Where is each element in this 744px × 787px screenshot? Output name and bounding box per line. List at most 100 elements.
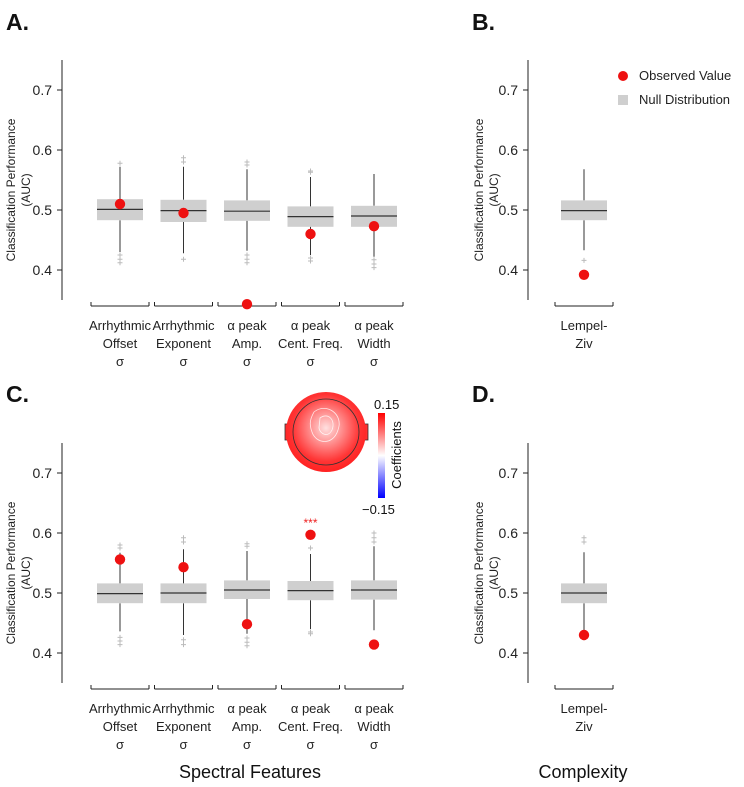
y-tick-label: 0.4 [499,262,519,278]
observed-value-point [241,299,253,310]
outlier-point [371,539,377,545]
legend-null-label: Null Distribution [639,92,730,107]
y-axis-label: Classification Performance [472,501,486,644]
outlier-point [581,535,587,541]
outlier-point [181,159,186,165]
y-axis-label-unit: (AUC) [487,173,501,206]
y-tick-label: 0.7 [499,82,519,98]
category-label: σ [179,354,187,369]
category-label: σ [370,354,378,369]
panel-b-label: B. [472,9,495,35]
category-label: Cent. Freq. [278,719,343,734]
y-axis-label-unit: (AUC) [487,556,501,589]
topomap-head-outline [292,398,360,466]
y-axis-label-unit: (AUC) [19,556,33,589]
outlier-point [308,168,313,174]
y-axis-label-unit: (AUC) [19,173,33,206]
category-label: Arrhythmic [152,318,215,333]
significance-marker: *** [303,516,317,530]
category-label: σ [243,354,251,369]
topomap-contour [309,407,340,442]
y-tick-label: 0.6 [33,142,53,158]
category-label: σ [116,354,124,369]
category-label: Exponent [156,719,211,734]
observed-value-point [178,207,189,219]
outlier-point [308,258,313,264]
y-tick-label: 0.6 [499,142,519,158]
category-label: Offset [103,336,138,351]
panel-d-label: D. [472,381,495,407]
outlier-point [181,539,186,545]
colorbar [378,413,385,498]
category-label: Width [357,719,390,734]
group-label-complexity: Complexity [538,762,627,782]
y-tick-label: 0.4 [33,262,53,278]
observed-value-point [305,529,316,540]
category-label: α peak [354,701,394,716]
y-tick-label: 0.5 [499,585,519,601]
outlier-point [308,545,313,551]
topomap-head [286,392,366,472]
outlier-point [371,265,377,271]
outlier-point [244,643,250,649]
category-label: α peak [354,318,394,333]
observed-value-point [578,629,590,641]
category-label: σ [116,737,124,752]
group-label-spectral: Spectral Features [179,762,321,782]
outlier-point [181,535,186,541]
outlier-point [244,252,250,258]
category-label: σ [179,737,187,752]
panel-c-label: C. [6,381,29,407]
outlier-point [181,155,186,161]
category-label: Arrhythmic [89,318,152,333]
topomap-contour-inner [318,415,334,435]
observed-value-point [178,562,189,573]
outlier-point [244,260,250,266]
category-label: α peak [227,701,267,716]
category-label: σ [306,737,314,752]
outlier-point [117,642,123,648]
category-label: Ziv [575,719,593,734]
outlier-point [117,252,123,258]
category-label: Lempel- [561,318,608,333]
y-tick-label: 0.6 [499,525,519,541]
legend-null-marker [618,95,628,105]
y-axis-label: Classification Performance [472,118,486,261]
category-label: σ [306,354,314,369]
y-tick-label: 0.4 [33,645,53,661]
panel-a-label: A. [6,9,29,35]
y-tick-label: 0.7 [33,82,53,98]
y-axis-label: Classification Performance [4,501,18,644]
y-tick-label: 0.5 [33,585,53,601]
outlier-point [581,539,587,545]
category-label: α peak [291,318,331,333]
category-label: Ziv [575,336,593,351]
category-label: α peak [227,318,267,333]
outlier-point [371,535,377,541]
outlier-point [117,542,123,548]
outlier-point [308,631,313,637]
colorbar-min-label: −0.15 [362,502,395,517]
category-label: α peak [291,701,331,716]
y-tick-label: 0.4 [499,645,519,661]
category-label: Arrhythmic [152,701,215,716]
panel-a: 0.4 0.5 0.6 0.7 Classification Performance (A… [4,60,404,369]
observed-value-point [578,269,590,280]
outlier-point [117,160,123,166]
colorbar-max-label: 0.15 [374,397,399,412]
y-tick-label: 0.5 [499,202,519,218]
colorbar-title: Coefficients [389,421,404,489]
legend-observed-label: Observed Value [639,68,731,83]
outlier-point [371,530,377,536]
panel-d: 0.4 0.5 0.6 0.7 Classification Performance (A… [472,443,614,734]
outlier-point [117,260,123,266]
outlier-point [181,637,186,643]
legend: Observed Value Null Distribution [618,68,731,107]
category-label: Width [357,336,390,351]
panel-b: 0.4 0.5 0.6 0.7 Classification Performance (A… [472,60,614,351]
observed-value-point [241,619,253,630]
observed-value-point [114,198,126,210]
y-tick-label: 0.7 [499,465,519,481]
legend-observed-marker [618,71,628,81]
